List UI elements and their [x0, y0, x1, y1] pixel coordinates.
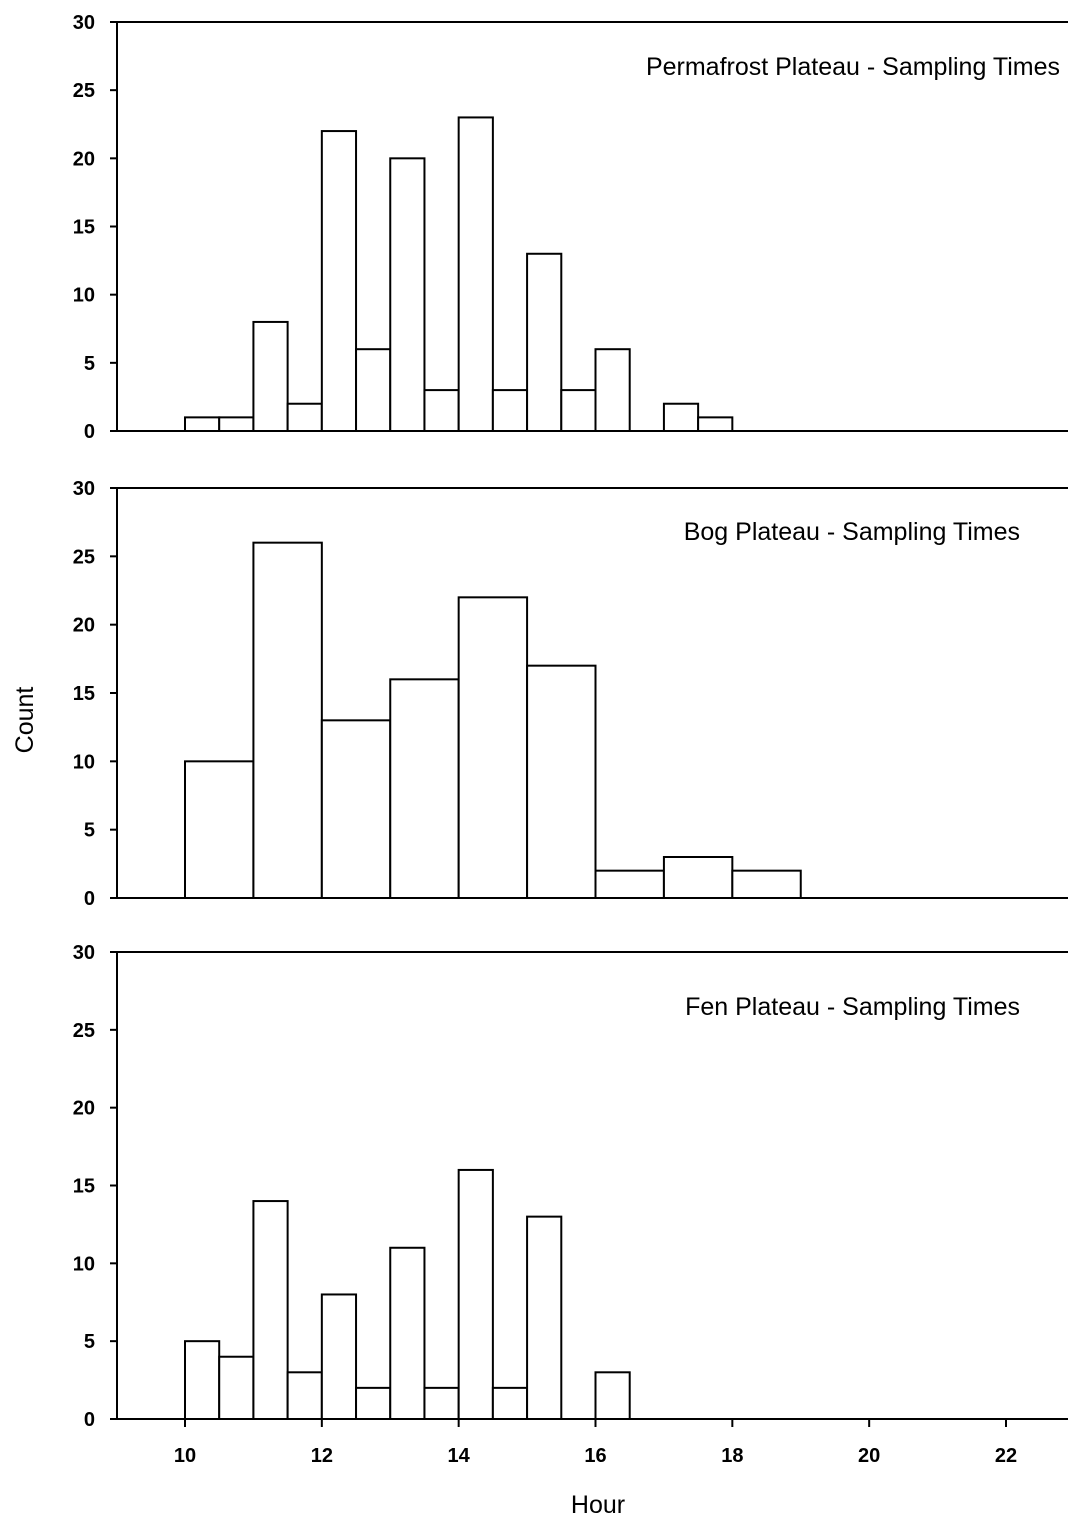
bar-permafrost-10	[526, 252, 563, 432]
y-tick-label-fen-20: 20	[73, 1098, 95, 1120]
bar-permafrost-13	[662, 402, 700, 433]
y-axis-title: Count	[11, 687, 39, 754]
y-tick-label-fen-25: 25	[73, 1020, 95, 1042]
panel-bog: 0 5 10 15 20 25 30 Bog Plateau - Sampling Times	[73, 478, 1068, 910]
bar-fen-2	[252, 1200, 289, 1420]
x-tick-label-20: 20	[858, 1445, 880, 1467]
bar-permafrost-11	[560, 389, 597, 433]
y-tick-label-fen-15: 15	[73, 1176, 95, 1198]
bar-bog-0	[184, 760, 255, 899]
bar-bog-4	[457, 596, 529, 899]
bar-fen-11	[594, 1371, 631, 1421]
bar-fen-6	[389, 1246, 426, 1421]
bar-fen-5	[355, 1386, 392, 1421]
bar-permafrost-0	[184, 416, 221, 433]
panel-permafrost: 0 5 10 15 20 25 30 Permafrost Plateau - Samplin…	[73, 12, 1068, 443]
y-tick-label-bog-5: 5	[84, 820, 95, 842]
y-tick-label-fen-10: 10	[73, 1253, 95, 1275]
y-tick-label-bog-20: 20	[73, 615, 95, 637]
bar-fen-10	[526, 1215, 563, 1420]
x-tick-label-16: 16	[584, 1445, 606, 1467]
panel-title-fen: Fen Plateau - Sampling Times	[685, 993, 1020, 1021]
y-tick-label-permafrost-25: 25	[73, 80, 95, 102]
y-tick-label-bog-15: 15	[73, 683, 95, 705]
bar-permafrost-3	[286, 402, 323, 433]
bar-permafrost-14	[697, 416, 734, 433]
bar-fen-4	[320, 1293, 358, 1421]
bar-permafrost-6	[389, 157, 426, 432]
bar-bog-7	[662, 856, 734, 899]
panel-fen: 0 5 10 15 20 25 30 10 12 14 16 18 20 22 Fen Plateau - …	[73, 942, 1068, 1467]
x-tick-label-18: 18	[721, 1445, 743, 1467]
y-tick-label-fen-0: 0	[84, 1409, 95, 1431]
bar-fen-1	[218, 1355, 255, 1420]
bar-bog-5	[526, 664, 597, 900]
y-tick-label-bog-30: 30	[73, 478, 95, 500]
y-tick-label-fen-5: 5	[84, 1331, 95, 1353]
y-tick-label-bog-0: 0	[84, 888, 95, 910]
bar-fen-8	[457, 1168, 494, 1421]
bar-bog-3	[389, 678, 460, 899]
y-tick-label-permafrost-15: 15	[73, 217, 95, 239]
y-tick-label-bog-25: 25	[73, 546, 95, 568]
x-tick-label-14: 14	[448, 1445, 471, 1467]
x-axis-title: Hour	[571, 1491, 625, 1519]
x-tick-label-10: 10	[174, 1445, 196, 1467]
y-tick-label-permafrost-5: 5	[84, 353, 95, 375]
y-tick-label-permafrost-0: 0	[84, 421, 95, 443]
bar-fen-7	[423, 1386, 460, 1421]
bar-fen-9	[491, 1386, 529, 1421]
bar-bog-2	[320, 719, 392, 899]
bar-permafrost-9	[491, 389, 529, 433]
bar-bog-8	[731, 869, 802, 900]
bar-bog-6	[594, 869, 665, 900]
bar-permafrost-12	[594, 348, 631, 433]
bar-fen-3	[286, 1371, 323, 1421]
bar-permafrost-8	[457, 116, 494, 433]
panel-title-bog: Bog Plateau - Sampling Times	[684, 518, 1020, 546]
y-tick-label-permafrost-30: 30	[73, 12, 95, 34]
x-tick-label-22: 22	[995, 1445, 1017, 1467]
bar-permafrost-1	[218, 416, 255, 433]
x-tick-label-12: 12	[311, 1445, 333, 1467]
y-tick-label-bog-10: 10	[73, 751, 95, 773]
bar-permafrost-7	[423, 389, 460, 433]
panel-title-permafrost: Permafrost Plateau - Sampling Times	[646, 53, 1060, 81]
bar-permafrost-5	[355, 348, 392, 433]
y-tick-label-permafrost-20: 20	[73, 148, 95, 170]
panels-group: 0 5 10 15 20 25 30 Permafrost Plateau - Samplin…	[73, 12, 1068, 1467]
y-tick-label-permafrost-10: 10	[73, 285, 95, 307]
bar-permafrost-2	[252, 320, 289, 432]
bar-permafrost-4	[320, 130, 358, 432]
bar-bog-1	[252, 541, 323, 900]
y-tick-label-fen-30: 30	[73, 942, 95, 964]
bar-fen-0	[184, 1340, 221, 1420]
